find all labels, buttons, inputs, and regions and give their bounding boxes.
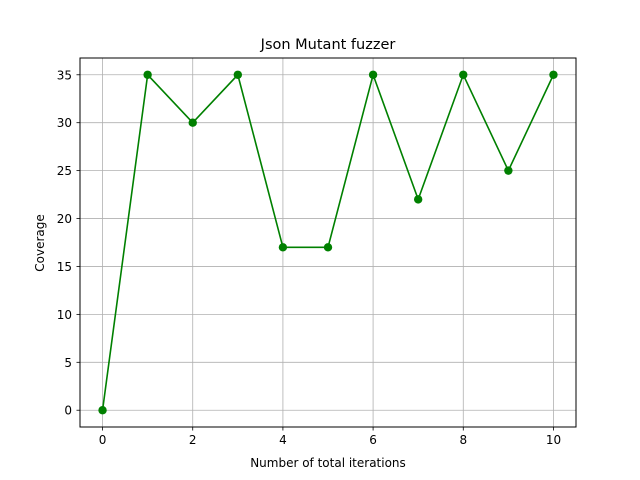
y-tick-label: 5 bbox=[64, 356, 72, 370]
y-tick-label: 20 bbox=[57, 212, 72, 226]
tick-layer: 0 2 4 6 8 10 0 5 10 15 20 25 30 35 bbox=[57, 68, 561, 447]
data-point bbox=[98, 406, 107, 415]
data-point bbox=[504, 166, 513, 175]
y-tick-label: 10 bbox=[57, 308, 72, 322]
grid-lines bbox=[80, 58, 576, 427]
y-tick-label: 15 bbox=[57, 260, 72, 274]
x-tick-label: 4 bbox=[279, 433, 287, 447]
y-tick-label: 0 bbox=[64, 404, 72, 418]
data-point bbox=[143, 70, 152, 79]
axes-frame bbox=[79, 57, 577, 428]
data-point bbox=[368, 70, 378, 79]
data-point bbox=[278, 243, 288, 252]
data-point bbox=[233, 70, 243, 79]
data-point bbox=[188, 118, 197, 127]
x-axis-label: Number of total iterations bbox=[250, 456, 406, 470]
x-tick-label: 2 bbox=[189, 433, 197, 447]
data-point bbox=[549, 70, 558, 79]
y-tick-label: 30 bbox=[57, 116, 72, 130]
x-tick-label: 10 bbox=[546, 433, 561, 447]
data-point bbox=[413, 195, 423, 204]
x-tick-label: 0 bbox=[99, 433, 107, 447]
data-point bbox=[459, 70, 468, 79]
y-axis-label: Coverage bbox=[33, 214, 47, 272]
chart-title: Json Mutant fuzzer bbox=[260, 37, 396, 53]
x-tick-label: 8 bbox=[459, 433, 467, 447]
y-tick-label: 25 bbox=[57, 164, 72, 178]
y-tick-label: 35 bbox=[57, 68, 72, 82]
x-tick-label: 6 bbox=[369, 433, 377, 447]
series-line bbox=[101, 72, 555, 411]
data-point bbox=[323, 243, 333, 252]
series-layer bbox=[98, 70, 558, 415]
